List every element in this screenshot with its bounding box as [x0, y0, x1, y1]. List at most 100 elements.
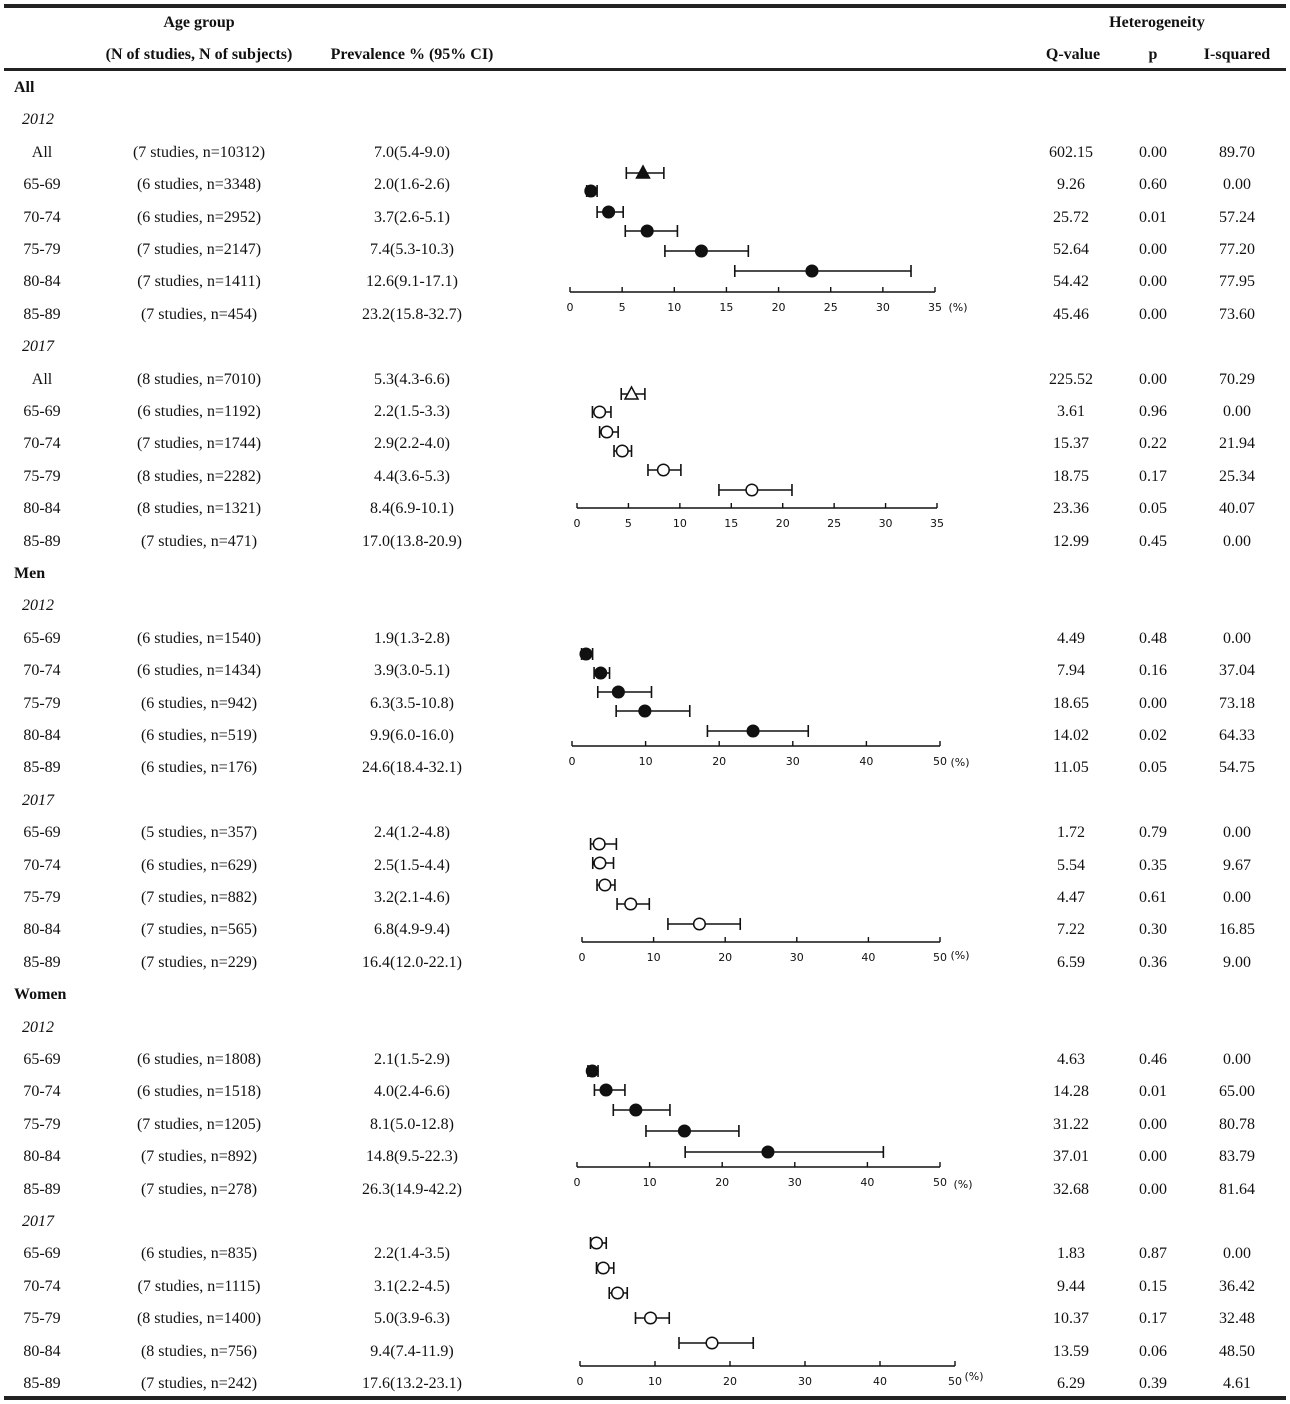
q-value-cell: 5.54 — [1057, 856, 1085, 874]
x-tick-label: 0 — [579, 951, 586, 964]
estimate-point — [600, 425, 614, 439]
n-studies-cell: (7 studies, n=565) — [140, 921, 258, 939]
q-value-cell: 6.59 — [1057, 953, 1085, 971]
i-squared-cell: 40.07 — [1219, 500, 1255, 518]
estimate-point — [629, 1103, 643, 1117]
x-tick-label: 35 — [928, 301, 942, 314]
i-squared-cell: 73.60 — [1219, 305, 1255, 323]
q-value-cell: 225.52 — [1049, 370, 1093, 388]
x-tick-label: 0 — [569, 755, 576, 768]
prevalence-cell: 17.6(13.2-23.1) — [362, 1375, 462, 1392]
p-value-cell: 0.05 — [1139, 759, 1167, 777]
p-value-cell: 0.00 — [1139, 1148, 1167, 1166]
x-tick-label: 10 — [648, 1375, 662, 1388]
age-group-cell: 80-84 — [23, 1148, 61, 1166]
estimate-point — [599, 1083, 613, 1097]
year-label: 2012 — [22, 111, 54, 129]
x-tick-label: 10 — [667, 301, 681, 314]
age-group-cell: 80-84 — [23, 921, 61, 939]
estimate-triangle — [623, 385, 640, 400]
estimate-point — [746, 724, 760, 738]
header-q-value: Q-value — [1045, 46, 1101, 63]
p-value-cell: 0.87 — [1139, 1245, 1167, 1263]
x-tick-label: 10 — [639, 755, 653, 768]
i-squared-cell: 4.61 — [1223, 1375, 1251, 1392]
age-group-cell: 75-79 — [23, 694, 61, 712]
q-value-cell: 1.72 — [1057, 824, 1085, 842]
year-label: 2017 — [22, 338, 54, 356]
x-unit-label: (%) — [964, 1370, 983, 1383]
n-studies-cell: (6 studies, n=942) — [140, 694, 258, 712]
header-heterogeneity: Heterogeneity — [1109, 14, 1205, 31]
n-studies-cell: (6 studies, n=629) — [140, 856, 258, 874]
i-squared-cell: 9.67 — [1223, 856, 1251, 874]
p-value-cell: 0.00 — [1139, 1180, 1167, 1198]
prevalence-cell: 3.7(2.6-5.1) — [374, 208, 450, 226]
n-studies-cell: (7 studies, n=454) — [140, 305, 258, 323]
header-n-label: (N of studies, N of subjects) — [105, 46, 293, 63]
estimate-point — [589, 1236, 604, 1250]
age-group-cell: 70-74 — [23, 1277, 61, 1295]
q-value-cell: 14.28 — [1053, 1083, 1089, 1101]
estimate-point — [602, 205, 616, 219]
p-value-cell: 0.61 — [1139, 889, 1167, 906]
x-unit-label: (%) — [950, 756, 969, 769]
p-value-cell: 0.05 — [1139, 500, 1167, 518]
p-value-cell: 0.00 — [1139, 305, 1167, 323]
p-value-cell: 0.35 — [1139, 856, 1167, 874]
n-studies-cell: (5 studies, n=357) — [140, 824, 258, 842]
x-tick-label: 50 — [933, 1176, 947, 1189]
estimate-point — [579, 647, 593, 661]
q-value-cell: 4.47 — [1057, 889, 1085, 906]
estimate-point — [638, 704, 652, 718]
i-squared-cell: 48.50 — [1219, 1342, 1255, 1360]
x-tick-label: 20 — [723, 1375, 737, 1388]
x-tick-label: 10 — [673, 517, 687, 530]
i-squared-cell: 9.00 — [1223, 953, 1251, 971]
estimate-point — [615, 444, 629, 458]
p-value-cell: 0.45 — [1139, 532, 1167, 550]
prevalence-cell: 2.2(1.5-3.3) — [374, 403, 450, 420]
year-label: 2017 — [22, 791, 54, 809]
age-group-cell: 70-74 — [23, 1083, 61, 1101]
x-tick-label: 30 — [876, 301, 890, 314]
estimate-point — [592, 837, 606, 851]
i-squared-cell: 0.00 — [1223, 176, 1251, 194]
p-value-cell: 0.79 — [1139, 824, 1167, 842]
n-studies-cell: (7 studies, n=1411) — [137, 273, 261, 291]
x-tick-label: 20 — [715, 1176, 729, 1189]
prevalence-cell: 5.0(3.9-6.3) — [374, 1310, 450, 1328]
x-tick-label: 25 — [827, 517, 841, 530]
p-value-cell: 0.00 — [1139, 694, 1167, 712]
header-prevalence: Prevalence % (95% CI) — [330, 46, 494, 63]
x-tick-label: 5 — [625, 517, 632, 530]
age-group-cell: 70-74 — [23, 662, 61, 680]
n-studies-cell: (8 studies, n=1400) — [136, 1310, 262, 1328]
estimate-point — [694, 244, 708, 258]
age-group-cell: 75-79 — [23, 889, 61, 906]
estimate-point — [761, 1145, 775, 1159]
q-value-cell: 32.68 — [1053, 1180, 1089, 1198]
estimate-point — [692, 917, 706, 931]
p-value-cell: 0.60 — [1139, 176, 1167, 194]
age-group-cell: 85-89 — [23, 305, 61, 323]
prevalence-cell: 7.0(5.4-9.0) — [374, 143, 450, 161]
header-i-squared: I-squared — [1203, 46, 1271, 63]
year-label: 2017 — [22, 1213, 54, 1230]
age-group-cell: 65-69 — [23, 629, 61, 647]
q-value-cell: 12.99 — [1053, 532, 1089, 550]
n-studies-cell: (8 studies, n=2282) — [136, 467, 262, 485]
x-tick-label: 30 — [788, 1176, 802, 1189]
i-squared-cell: 83.79 — [1219, 1148, 1255, 1166]
estimate-triangle — [635, 164, 651, 179]
i-squared-cell: 37.04 — [1219, 662, 1255, 680]
n-studies-cell: (7 studies, n=1115) — [137, 1277, 261, 1295]
i-squared-cell: 65.00 — [1219, 1083, 1255, 1101]
q-value-cell: 23.36 — [1053, 500, 1089, 518]
x-tick-label: 0 — [577, 1375, 584, 1388]
prevalence-cell: 17.0(13.8-20.9) — [362, 532, 462, 550]
q-value-cell: 10.37 — [1053, 1310, 1089, 1328]
n-studies-cell: (6 studies, n=3348) — [136, 176, 262, 194]
header-p: p — [1148, 46, 1158, 63]
q-value-cell: 4.49 — [1057, 629, 1085, 647]
